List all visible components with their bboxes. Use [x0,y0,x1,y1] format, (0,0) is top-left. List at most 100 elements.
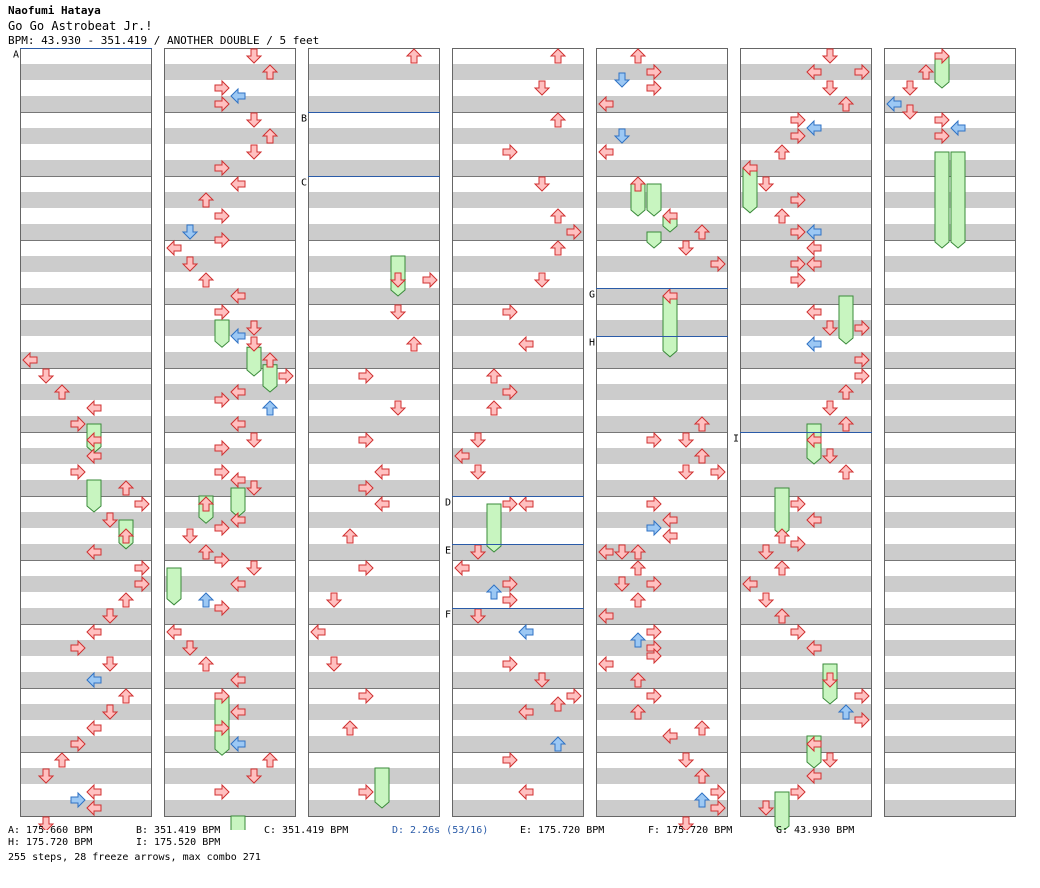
bpm-legend-entry: E: 175.720 BPM [520,825,605,836]
step-arrow-left [86,399,102,417]
step-arrow-down [469,432,487,448]
step-arrow-left [662,727,678,745]
step-arrow-left [230,703,246,721]
beat-band [452,576,584,592]
step-arrow-right [214,687,230,705]
step-arrow-right [854,711,870,729]
step-arrow-left [806,239,822,257]
step-arrow-up [117,592,135,608]
step-arrow-right [214,303,230,321]
beat-band [20,64,152,80]
step-arrow-down [245,112,263,128]
beat-band [596,576,728,592]
step-arrow-right [790,223,806,241]
step-arrow-left [806,767,822,785]
step-arrow-right [70,463,86,481]
step-arrow-up [549,208,567,224]
step-arrow-down [469,464,487,480]
beat-band [596,672,728,688]
step-arrow-down [37,816,55,830]
step-arrow-down [181,640,199,656]
step-arrow-up [629,592,647,608]
beat-band [596,640,728,656]
beat-band [740,96,872,112]
freeze-arrow [262,364,278,393]
step-arrow-left [598,543,614,561]
beat-band [740,160,872,176]
step-arrow-down [757,544,775,560]
bpm-change-label: H [589,338,595,349]
beat-band [308,672,440,688]
step-arrow-left [374,463,390,481]
step-arrow-up [197,496,215,512]
step-arrow-down [821,400,839,416]
step-arrow-down [325,656,343,672]
step-arrow-left [950,119,966,137]
step-arrow-down [245,336,263,352]
beat-band [740,64,872,80]
beat-band [596,320,728,336]
chart-column-5 [596,48,728,830]
beat-band [308,704,440,720]
beat-band [884,544,1016,560]
beat-band [596,352,728,368]
step-arrow-right [710,463,726,481]
beat-band [308,288,440,304]
beat-band [164,704,296,720]
step-arrow-down [101,512,119,528]
step-arrow-up [773,208,791,224]
beat-band [452,288,584,304]
beat-band [308,192,440,208]
beat-band [596,160,728,176]
step-arrow-left [806,735,822,753]
step-arrow-down [821,48,839,64]
beat-band [596,736,728,752]
beat-band [740,512,872,528]
step-arrow-up [117,688,135,704]
step-arrow-down [677,464,695,480]
beat-band [164,576,296,592]
step-arrow-right [70,639,86,657]
step-arrow-up [405,48,423,64]
step-arrow-up [629,672,647,688]
column-border [452,48,584,817]
bpm-change-label: B [301,114,307,125]
step-arrow-down [181,528,199,544]
beat-band [452,128,584,144]
beat-band [308,640,440,656]
step-arrow-up [773,608,791,624]
step-arrow-up [629,632,647,648]
step-arrow-right [502,591,518,609]
step-arrow-up [549,736,567,752]
step-arrow-left [662,511,678,529]
bpm-change-label: D [445,498,451,509]
beat-band [20,384,152,400]
step-arrow-down [245,144,263,160]
beat-band [596,800,728,816]
step-arrow-left [806,255,822,273]
freeze-arrow [230,815,246,830]
beat-band [740,576,872,592]
step-arrow-down [181,256,199,272]
beat-band [308,160,440,176]
step-arrow-right [790,127,806,145]
freeze-arrow [662,295,678,358]
beat-band [308,64,440,80]
beat-band [452,448,584,464]
bpm-legend-entry: F: 175.720 BPM [648,825,733,836]
step-arrow-right [566,687,582,705]
step-arrow-left [806,335,822,353]
beat-band [596,96,728,112]
step-arrow-right [70,415,86,433]
beat-band [740,352,872,368]
step-arrow-right [358,559,374,577]
step-summary: 255 steps, 28 freeze arrows, max combo 2… [8,852,261,863]
step-arrow-right [854,367,870,385]
beat-band [452,704,584,720]
beat-band [20,160,152,176]
beat-band [452,800,584,816]
beat-band [164,96,296,112]
step-arrow-down [613,128,631,144]
beat-band [164,384,296,400]
step-arrow-up [773,528,791,544]
